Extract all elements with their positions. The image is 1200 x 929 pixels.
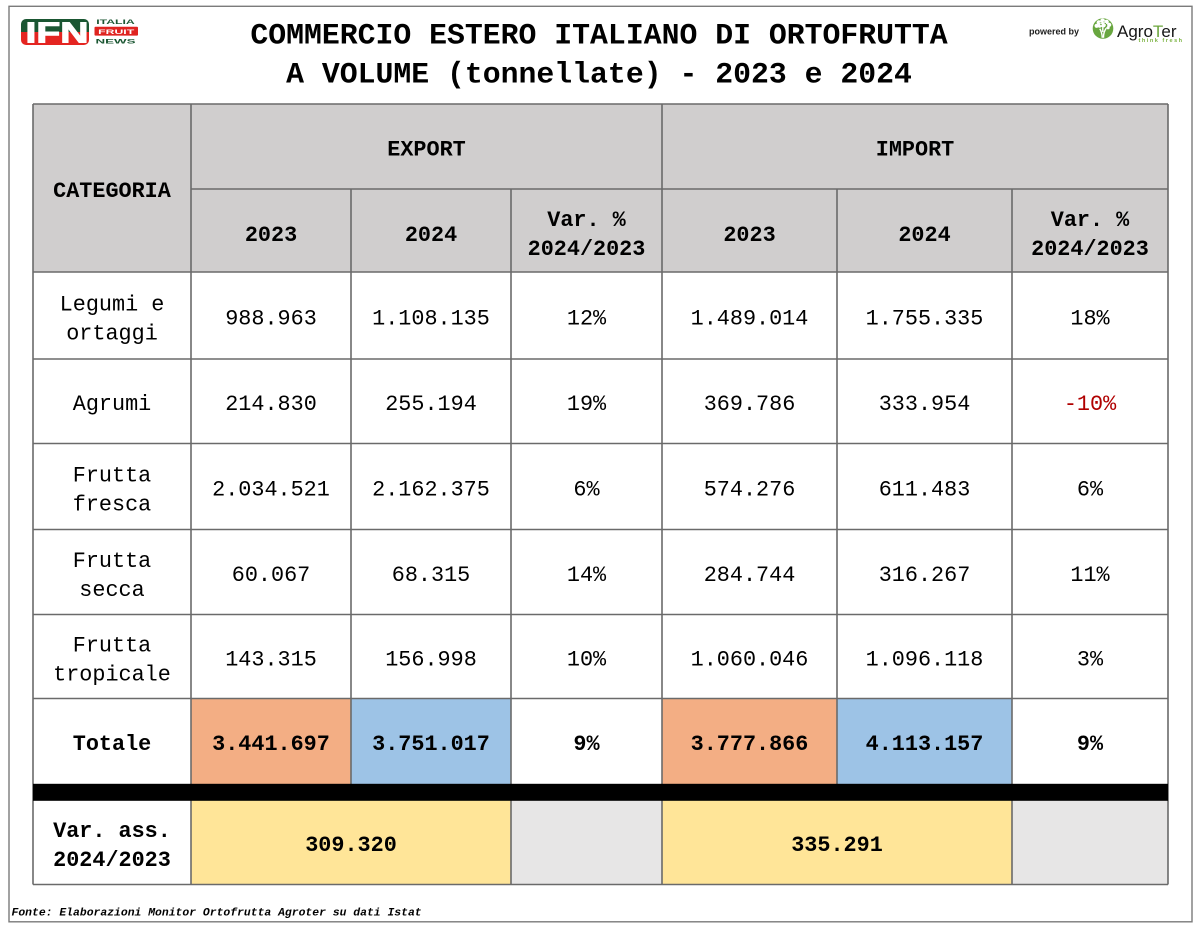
svg-text:2024/2023: 2024/2023 <box>1031 237 1149 262</box>
svg-text:2024/2023: 2024/2023 <box>528 237 646 262</box>
svg-text:1.489.014: 1.489.014 <box>691 307 809 332</box>
svg-text:1.108.135: 1.108.135 <box>372 307 490 332</box>
svg-text:284.744: 284.744 <box>704 563 796 588</box>
svg-text:AgroTer: AgroTer <box>1117 22 1177 41</box>
svg-text:FRUIT: FRUIT <box>98 29 134 36</box>
svg-text:9%: 9% <box>573 732 600 757</box>
svg-text:tropicale: tropicale <box>53 663 171 688</box>
svg-text:EXPORT: EXPORT <box>387 138 465 163</box>
svg-text:19%: 19% <box>567 392 607 417</box>
svg-text:Agrumi: Agrumi <box>73 392 151 417</box>
svg-text:9%: 9% <box>1077 732 1104 757</box>
svg-text:335.291: 335.291 <box>791 833 883 858</box>
svg-text:3.751.017: 3.751.017 <box>372 732 490 757</box>
svg-text:1.755.335: 1.755.335 <box>866 307 984 332</box>
svg-text:3%: 3% <box>1077 648 1104 673</box>
svg-text:Frutta: Frutta <box>73 464 151 489</box>
svg-text:10%: 10% <box>567 648 607 673</box>
svg-text:1.060.046: 1.060.046 <box>691 648 809 673</box>
svg-text:Var. %: Var. % <box>547 208 626 233</box>
svg-text:1.096.118: 1.096.118 <box>866 648 984 673</box>
svg-text:2.162.375: 2.162.375 <box>372 478 490 503</box>
svg-text:611.483: 611.483 <box>879 478 971 503</box>
svg-text:2.034.521: 2.034.521 <box>212 478 330 503</box>
svg-text:A VOLUME (tonnellate) - 2023 e: A VOLUME (tonnellate) - 2023 e 2024 <box>286 58 912 92</box>
svg-text:secca: secca <box>79 578 144 603</box>
svg-text:2024/2023: 2024/2023 <box>53 848 171 873</box>
svg-text:IMPORT: IMPORT <box>876 138 954 163</box>
svg-text:255.194: 255.194 <box>385 392 477 417</box>
svg-text:214.830: 214.830 <box>225 392 317 417</box>
svg-text:333.954: 333.954 <box>879 392 971 417</box>
svg-text:Frutta: Frutta <box>73 634 151 659</box>
svg-text:156.998: 156.998 <box>385 648 477 673</box>
svg-text:309.320: 309.320 <box>305 833 397 858</box>
svg-text:2023: 2023 <box>723 223 775 248</box>
svg-text:Fonte: Elaborazioni Monitor Or: Fonte: Elaborazioni Monitor Ortofrutta A… <box>12 908 422 920</box>
svg-text:IFN: IFN <box>26 18 89 50</box>
svg-text:988.963: 988.963 <box>225 307 317 332</box>
svg-text:Var. ass.: Var. ass. <box>53 819 171 844</box>
svg-text:6%: 6% <box>573 478 600 503</box>
svg-text:Var. %: Var. % <box>1051 208 1130 233</box>
svg-text:68.315: 68.315 <box>392 563 470 588</box>
svg-text:3.777.866: 3.777.866 <box>691 732 809 757</box>
svg-text:Totale: Totale <box>73 732 151 757</box>
svg-text:NEWS: NEWS <box>96 38 137 45</box>
svg-text:12%: 12% <box>567 307 607 332</box>
svg-text:Frutta: Frutta <box>73 549 151 574</box>
svg-text:18%: 18% <box>1070 307 1110 332</box>
svg-text:60.067: 60.067 <box>232 563 310 588</box>
svg-text:ortaggi: ortaggi <box>66 322 158 347</box>
svg-text:369.786: 369.786 <box>704 392 796 417</box>
svg-text:14%: 14% <box>567 563 607 588</box>
svg-text:4.113.157: 4.113.157 <box>866 732 984 757</box>
svg-text:11%: 11% <box>1070 563 1110 588</box>
svg-text:CATEGORIA: CATEGORIA <box>53 179 172 204</box>
svg-text:143.315: 143.315 <box>225 648 317 673</box>
svg-text:2023: 2023 <box>245 223 297 248</box>
svg-text:6%: 6% <box>1077 478 1104 503</box>
svg-text:-10%: -10% <box>1064 392 1117 417</box>
svg-text:574.276: 574.276 <box>704 478 796 503</box>
svg-text:ITALIA: ITALIA <box>96 19 135 26</box>
svg-text:COMMERCIO ESTERO ITALIANO DI O: COMMERCIO ESTERO ITALIANO DI ORTOFRUTTA <box>250 19 947 53</box>
svg-text:fresca: fresca <box>73 493 151 518</box>
svg-text:Legumi e: Legumi e <box>60 293 165 318</box>
svg-text:316.267: 316.267 <box>879 563 971 588</box>
svg-text:think fresh: think fresh <box>1139 38 1184 44</box>
svg-text:2024: 2024 <box>405 223 457 248</box>
svg-text:powered by: powered by <box>1029 27 1079 37</box>
svg-text:3.441.697: 3.441.697 <box>212 732 330 757</box>
svg-text:2024: 2024 <box>898 223 950 248</box>
